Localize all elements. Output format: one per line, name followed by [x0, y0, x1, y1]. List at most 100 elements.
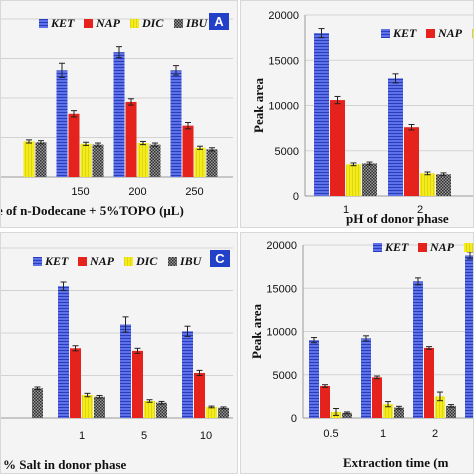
bar-ket	[413, 281, 423, 418]
error-bar	[396, 405, 402, 410]
chart-panel-d: 0 5000 10000 15000 20000 0.5 1 2 Extraction time…	[240, 232, 474, 474]
bar-nap	[68, 113, 80, 177]
bar-ibu	[156, 402, 167, 418]
bar-nap	[182, 125, 194, 177]
bar-nap	[132, 350, 143, 418]
error-bar	[60, 281, 67, 291]
legend-swatch-ket	[39, 19, 48, 28]
legend-swatch-nap	[418, 243, 427, 252]
chart-panel-c: 1 5 10 % Salt in donor phase KET NAP DIC IBU C	[0, 232, 238, 474]
bar-ket	[113, 52, 125, 177]
bar-ibu	[436, 174, 451, 196]
legend-label-ibu: IBU	[185, 16, 209, 30]
legend-label-dic: DIC	[141, 16, 164, 30]
y-tick-label: 0	[291, 413, 297, 425]
error-bar	[38, 140, 44, 145]
x-tick-label: 250	[185, 186, 203, 198]
legend-swatch-ket	[381, 29, 390, 38]
x-axis-label: e of n-Dodecane + 5%TOPO (μL)	[1, 203, 184, 218]
error-bar	[134, 347, 141, 354]
x-tick-label: 1	[79, 430, 85, 442]
legend-swatch-dic	[472, 29, 473, 38]
bar-dic	[206, 406, 217, 418]
bar-ibu	[342, 412, 352, 418]
error-bar	[196, 369, 203, 376]
bar-dic	[23, 141, 35, 177]
legend-swatch-dic	[124, 257, 133, 266]
error-bar	[415, 277, 421, 286]
error-bar	[366, 161, 373, 166]
bar-nap	[70, 348, 81, 418]
bar-ibu	[32, 388, 43, 418]
error-bar	[311, 337, 317, 344]
chart-d-svg: 0 5000 10000 15000 20000 0.5 1 2 Extraction time…	[249, 240, 473, 470]
chart-panel-a: 150 200 250 e of n-Dodecane + 5%TOPO (μL) KE…	[0, 0, 238, 228]
bar-nap	[372, 377, 382, 418]
error-bar	[350, 162, 357, 167]
error-bar	[408, 124, 415, 131]
bar-ibu	[94, 396, 105, 418]
x-tick-label: 2	[417, 204, 423, 216]
bar-ket	[170, 70, 182, 177]
error-bar	[59, 62, 65, 78]
error-bar	[318, 28, 325, 39]
legend-label-ibu: IBU	[179, 254, 203, 268]
bar-ibu	[394, 407, 404, 418]
legend-label-nap: NAP	[437, 26, 463, 40]
x-tick-label: 150	[71, 186, 89, 198]
error-bar	[84, 392, 91, 398]
bar-dic	[420, 173, 435, 196]
bar-ibu	[206, 149, 218, 177]
legend-label-dic: DIC	[135, 254, 158, 268]
x-tick-label: 2	[432, 428, 438, 440]
y-tick-label: 10000	[266, 327, 297, 339]
error-bar	[146, 399, 153, 403]
bar-dic	[137, 143, 149, 177]
bar-ket	[465, 255, 473, 418]
error-bar	[72, 345, 79, 352]
legend-label-nap: NAP	[89, 254, 115, 268]
x-axis-label: % Salt in donor phase	[3, 457, 127, 472]
legend: KET NAP DIC IBU	[33, 254, 203, 268]
error-bar	[208, 405, 215, 409]
x-tick-label: 200	[128, 186, 146, 198]
panel-letter: A	[214, 14, 224, 29]
bar-ket	[309, 340, 319, 418]
bar-dic	[346, 164, 361, 196]
legend-swatch-ket	[33, 257, 42, 266]
error-bar	[448, 404, 454, 408]
legend-label-ket: KET	[50, 16, 75, 30]
bar-ibu	[149, 144, 161, 177]
bar-dic	[194, 147, 206, 177]
error-bar	[374, 375, 380, 380]
error-bar	[220, 406, 227, 410]
legend-swatch-nap	[84, 19, 93, 28]
panel-letter-badge: A	[209, 13, 229, 30]
legend-label-ket: KET	[392, 26, 417, 40]
error-bar	[71, 110, 77, 118]
legend-label-ket: KET	[44, 254, 69, 268]
y-tick-label: 15000	[268, 55, 299, 67]
bar-ket	[314, 33, 329, 196]
error-bar	[184, 325, 191, 337]
bar-ibu	[92, 144, 104, 177]
bar-nap	[125, 101, 137, 177]
x-axis-label: Extraction time (m	[343, 455, 449, 470]
error-bar	[209, 147, 215, 152]
bar-ket	[58, 286, 69, 418]
y-axis-label: Peak area	[249, 304, 264, 359]
y-axis-label: Peak area	[251, 78, 266, 133]
bar-ket	[388, 78, 403, 196]
error-bar	[96, 394, 103, 399]
legend-swatch-ibu	[168, 257, 177, 266]
bar-ket	[361, 338, 371, 418]
error-bar	[152, 142, 158, 147]
legend-label-ket: KET	[384, 240, 409, 254]
y-tick-label: 15000	[266, 283, 297, 295]
error-bar	[322, 384, 328, 388]
error-bar	[385, 401, 391, 408]
legend-swatch-dic	[464, 243, 473, 252]
